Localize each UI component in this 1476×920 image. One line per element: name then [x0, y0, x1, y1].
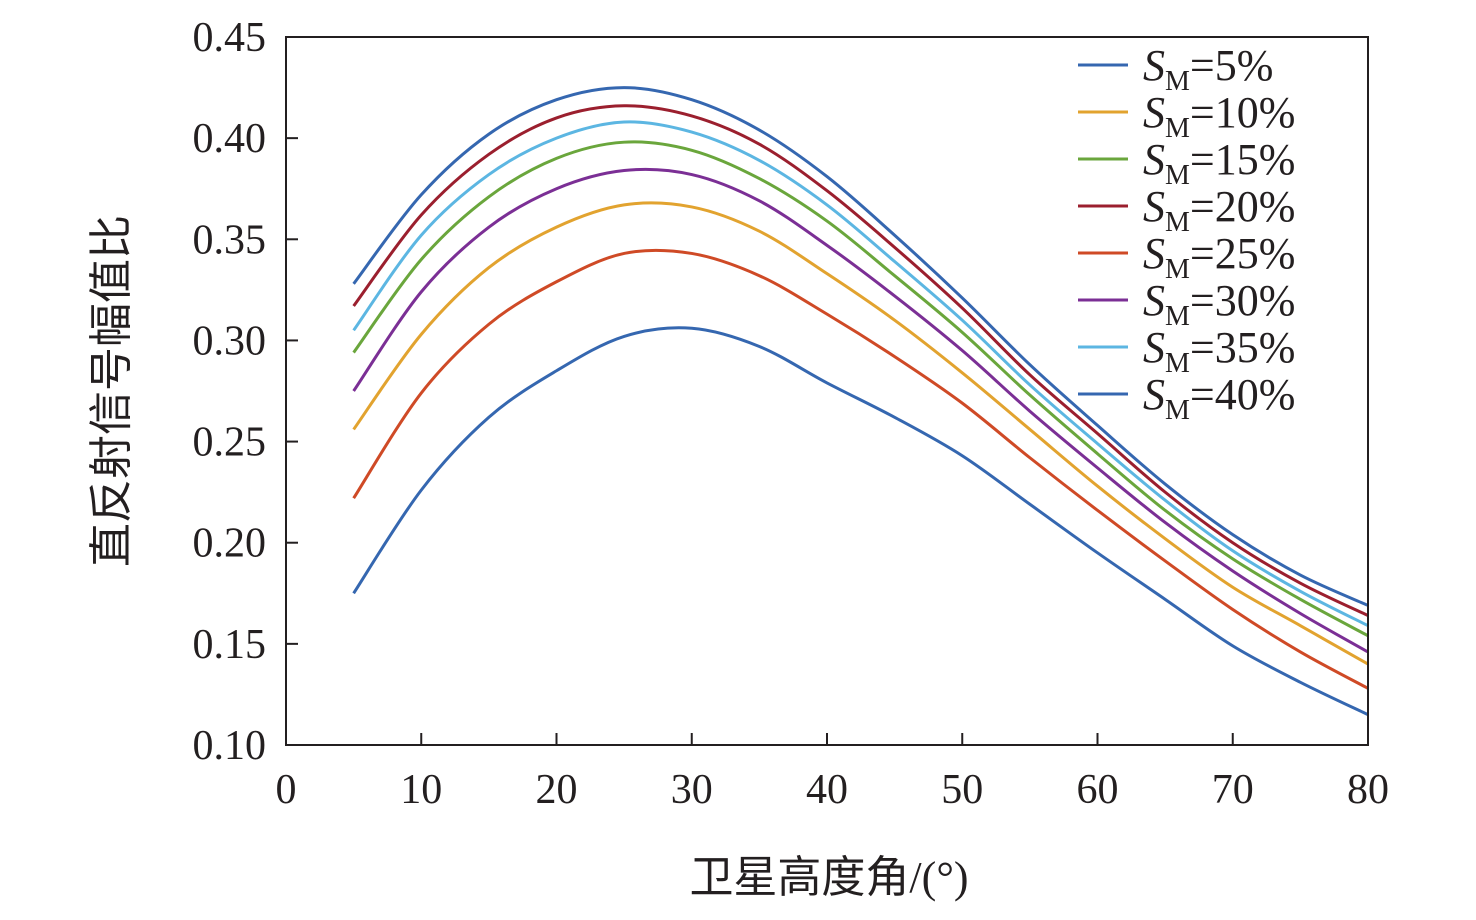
- y-tick-label: 0.40: [193, 116, 267, 162]
- y-tick-label: 0.35: [193, 217, 267, 263]
- legend-label: SM=35%: [1143, 323, 1295, 379]
- legend-label: SM=15%: [1143, 135, 1295, 191]
- legend-label: SM=30%: [1143, 276, 1295, 332]
- series-lines: [352, 86, 1369, 717]
- series-line-2: [352, 201, 1369, 666]
- legend: SM=5%SM=10%SM=15%SM=20%SM=25%SM=30%SM=35…: [1078, 41, 1295, 426]
- series-line-5: [352, 248, 1369, 690]
- legend-label: SM=20%: [1143, 182, 1295, 238]
- axis-ticks: 0 10 20 30 40 50 60 70 80 0.10 0.15 0.20 0.25 0.30 0.3…: [193, 15, 1390, 813]
- x-tick-label: 20: [536, 767, 578, 813]
- x-tick-label: 30: [671, 767, 713, 813]
- y-tick-label: 0.45: [193, 15, 267, 61]
- series-line-6: [352, 167, 1369, 654]
- legend-item: SM=40%: [1078, 370, 1295, 426]
- x-tick-label: 10: [400, 767, 442, 813]
- y-tick-label: 0.10: [193, 723, 267, 769]
- x-tick-label: 0: [276, 767, 297, 813]
- legend-item: SM=5%: [1078, 41, 1273, 97]
- series-line-7: [352, 120, 1369, 627]
- y-tick-label: 0.25: [193, 420, 267, 466]
- legend-item: SM=20%: [1078, 182, 1295, 238]
- series-line-1: [352, 86, 1369, 607]
- series-line-3: [352, 140, 1369, 638]
- x-tick-label: 70: [1212, 767, 1254, 813]
- y-tick-label: 0.15: [193, 622, 267, 668]
- y-tick-label: 0.20: [193, 521, 267, 567]
- legend-label: SM=25%: [1143, 229, 1295, 285]
- x-tick-label: 80: [1347, 767, 1389, 813]
- legend-label: SM=5%: [1143, 41, 1273, 97]
- legend-item: SM=25%: [1078, 229, 1295, 285]
- legend-label: SM=40%: [1143, 370, 1295, 426]
- series-line-4: [352, 104, 1369, 617]
- legend-label: SM=10%: [1143, 88, 1295, 144]
- legend-item: SM=30%: [1078, 276, 1295, 332]
- x-tick-label: 50: [941, 767, 983, 813]
- y-axis-label: 直反射信号幅值比: [87, 215, 136, 567]
- legend-item: SM=15%: [1078, 135, 1295, 191]
- legend-item: SM=35%: [1078, 323, 1295, 379]
- x-tick-label: 60: [1077, 767, 1119, 813]
- series-line-8: [352, 326, 1369, 717]
- y-tick-label: 0.30: [193, 318, 267, 364]
- legend-item: SM=10%: [1078, 88, 1295, 144]
- x-tick-label: 40: [806, 767, 848, 813]
- x-axis-label: 卫星高度角/(°): [689, 853, 968, 902]
